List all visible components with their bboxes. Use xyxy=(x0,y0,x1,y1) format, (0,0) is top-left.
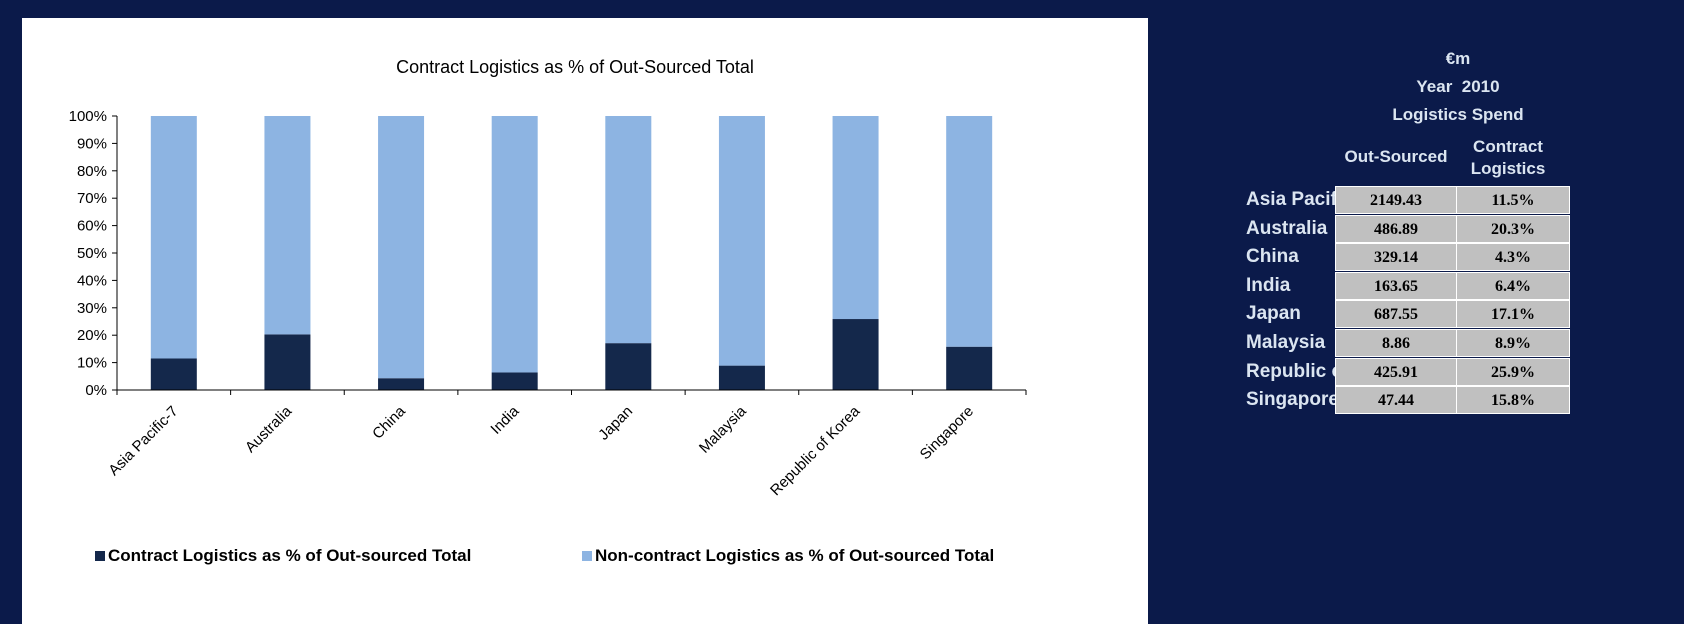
bar-contract-logistics xyxy=(832,319,879,390)
table-cell-contract-logistics: 25.9% xyxy=(1456,357,1570,386)
bar-non-contract-logistics xyxy=(718,116,765,366)
legend-label: Contract Logistics as % of Out-sourced T… xyxy=(108,546,471,565)
table-cell-out-sourced: 486.89 xyxy=(1335,214,1457,243)
y-tick-label: 20% xyxy=(77,327,107,344)
y-tick-label: 90% xyxy=(77,135,107,152)
table-row-label: Singapore xyxy=(1246,389,1339,411)
x-axis: Asia Pacific-7 Australia China India Japan Ma… xyxy=(105,389,1027,499)
table-cell-contract-logistics: 11.5% xyxy=(1456,186,1570,214)
bar-non-contract-logistics xyxy=(491,116,538,373)
legend-swatch xyxy=(95,551,105,561)
y-tick-label: 0% xyxy=(85,382,107,399)
table-cell-out-sourced: 8.86 xyxy=(1335,329,1457,357)
bar-non-contract-logistics xyxy=(264,116,311,335)
x-tick-label: Japan xyxy=(595,403,636,444)
table-cell-out-sourced: 687.55 xyxy=(1335,300,1457,329)
x-tick-label: Asia Pacific-7 xyxy=(105,403,181,479)
table-cell-contract-logistics: 20.3% xyxy=(1456,214,1570,243)
header-logistics-spend: Logistics Spend xyxy=(1392,105,1524,124)
table-cell-out-sourced: 2149.43 xyxy=(1335,186,1457,214)
bar-non-contract-logistics xyxy=(946,116,993,347)
y-tick-label: 30% xyxy=(77,300,107,317)
table-cell-contract-logistics: 15.8% xyxy=(1456,386,1570,415)
table-row-label: Malaysia xyxy=(1246,332,1326,353)
stacked-bar-chart: Contract Logistics as % of Out-Sourced T… xyxy=(69,57,1027,565)
x-tick-label: Singapore xyxy=(917,403,977,463)
column-header-contract-logistics: Contract Logistics xyxy=(1458,136,1558,180)
bars xyxy=(150,116,993,390)
y-tick-label: 80% xyxy=(77,163,107,180)
table-cell-out-sourced: 47.44 xyxy=(1335,386,1457,415)
chart-panel: Contract Logistics as % of Out-Sourced T… xyxy=(22,18,1148,624)
table-row-label: Australia xyxy=(1246,217,1328,239)
bar-non-contract-logistics xyxy=(605,116,652,344)
x-tick-label: Australia xyxy=(242,402,296,456)
header-year: Year 2010 xyxy=(1416,77,1500,96)
table-cell-out-sourced: 425.91 xyxy=(1335,357,1457,386)
bar-contract-logistics xyxy=(605,343,652,390)
x-tick-label: Republic of Korea xyxy=(767,402,864,499)
table-cell-contract-logistics: 17.1% xyxy=(1456,300,1570,329)
y-tick-label: 40% xyxy=(77,272,107,289)
header-currency: €m xyxy=(1445,49,1471,68)
y-tick-label: 60% xyxy=(77,218,107,235)
legend: Contract Logistics as % of Out-sourced T… xyxy=(95,546,994,565)
table-cell-contract-logistics: 8.9% xyxy=(1456,329,1570,357)
y-tick-label: 100% xyxy=(69,108,107,125)
bar-non-contract-logistics xyxy=(832,116,879,320)
table-cell-contract-logistics: 6.4% xyxy=(1456,271,1570,300)
x-tick-label: India xyxy=(487,402,522,437)
y-tick-label: 70% xyxy=(77,190,107,207)
chart-title: Contract Logistics as % of Out-Sourced T… xyxy=(396,57,754,77)
bar-contract-logistics xyxy=(491,372,538,390)
bar-non-contract-logistics xyxy=(378,116,425,379)
bar-contract-logistics xyxy=(946,346,993,390)
bar-non-contract-logistics xyxy=(150,116,197,359)
table-cell-contract-logistics: 4.3% xyxy=(1456,243,1570,272)
legend-swatch xyxy=(582,551,592,561)
table-cell-out-sourced: 329.14 xyxy=(1335,243,1457,272)
table-cell-out-sourced: 163.65 xyxy=(1335,271,1457,300)
bar-contract-logistics xyxy=(264,334,311,390)
spend-table: €m Year 2010 Logistics Spend Out-Sourced… xyxy=(1148,18,1684,624)
y-tick-label: 10% xyxy=(77,355,107,372)
column-header-contract-line1: Contract xyxy=(1473,137,1543,156)
x-tick-label: Malaysia xyxy=(696,402,750,456)
y-tick-label: 50% xyxy=(77,245,107,262)
legend-label: Non-contract Logistics as % of Out-sourc… xyxy=(595,546,994,565)
column-header-out-sourced: Out-Sourced xyxy=(1344,147,1448,166)
table-row-label: China xyxy=(1246,246,1299,268)
y-axis: 0% 10% 20% 30% 40% 50% 60% 70% 80% 90% 100% xyxy=(69,108,118,399)
table-row-label: Japan xyxy=(1246,303,1301,325)
bar-contract-logistics xyxy=(378,378,425,390)
bar-contract-logistics xyxy=(150,358,197,390)
column-header-contract-line2: Logistics xyxy=(1470,159,1546,178)
bar-contract-logistics xyxy=(718,365,765,390)
table-row-label: India xyxy=(1246,274,1291,296)
x-tick-label: China xyxy=(369,402,409,442)
